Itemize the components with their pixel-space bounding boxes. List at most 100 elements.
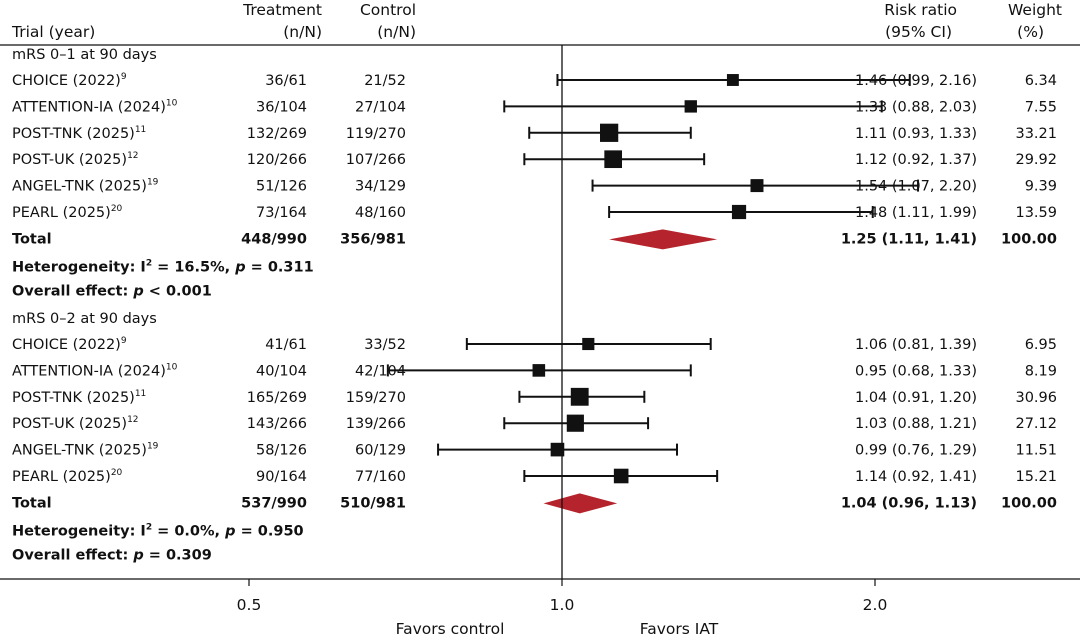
overall-effect-p-value: = 0.309 xyxy=(144,547,212,563)
p-label: p xyxy=(132,547,143,563)
study-row-name: POST-TNK (2025)11 xyxy=(12,125,146,142)
study-treatment: 41/61 xyxy=(265,337,307,353)
study-treatment: 73/164 xyxy=(256,205,307,221)
study-weight: 29.92 xyxy=(1015,152,1057,168)
study-name: POST-TNK (2025) xyxy=(12,126,135,142)
header-treatment-unit: (n/N) xyxy=(283,23,322,41)
study-weight: 6.34 xyxy=(1025,73,1057,89)
study-treatment: 132/269 xyxy=(247,126,307,142)
point-estimate-square xyxy=(550,442,565,457)
section-title: mRS 0–1 at 90 days xyxy=(12,47,157,63)
study-name: POST-UK (2025) xyxy=(12,416,127,432)
study-row-name: ATTENTION-IA (2024)10 xyxy=(12,362,178,379)
study-row-name: ATTENTION-IA (2024)10 xyxy=(12,98,178,115)
study-risk-ratio: 1.48 (1.11, 1.99) xyxy=(855,205,977,221)
study-weight: 7.55 xyxy=(1025,99,1057,115)
study-name: ANGEL-TNK (2025) xyxy=(12,443,147,459)
overall-effect-label: Overall effect: xyxy=(12,547,133,563)
study-treatment: 58/126 xyxy=(256,443,307,459)
study-ref: 11 xyxy=(135,389,146,399)
study-treatment: 51/126 xyxy=(256,179,307,195)
point-estimate-square xyxy=(600,123,619,142)
p-label: p xyxy=(234,259,245,275)
study-risk-ratio: 1.04 (0.91, 1.20) xyxy=(855,390,977,406)
study-control: 139/266 xyxy=(346,416,406,432)
point-estimate-square xyxy=(731,204,747,220)
header-weight: Weight xyxy=(1008,1,1062,19)
study-control: 34/129 xyxy=(355,179,406,195)
total-label: Total xyxy=(12,495,52,511)
x-axis-tick-label: 0.5 xyxy=(237,596,262,614)
study-ref: 11 xyxy=(135,125,146,135)
heterogeneity-p-value: = 0.950 xyxy=(236,523,304,539)
total-risk-ratio: 1.25 (1.11, 1.41) xyxy=(841,231,977,247)
x-axis-tick-label: 2.0 xyxy=(863,596,888,614)
study-risk-ratio: 1.12 (0.92, 1.37) xyxy=(855,152,977,168)
i-squared-value: = 16.5%, xyxy=(152,259,235,275)
point-estimate-square xyxy=(570,387,589,406)
study-weight: 13.59 xyxy=(1015,205,1057,221)
point-estimate-square xyxy=(613,468,629,484)
study-risk-ratio: 1.33 (0.88, 2.03) xyxy=(855,99,977,115)
study-row-name: ANGEL-TNK (2025)19 xyxy=(12,442,159,459)
point-estimate-square xyxy=(684,100,697,113)
study-name: POST-TNK (2025) xyxy=(12,390,135,406)
study-ref: 20 xyxy=(111,468,123,478)
study-risk-ratio: 1.46 (0.99, 2.16) xyxy=(855,73,977,89)
study-row-name: PEARL (2025)20 xyxy=(12,204,123,221)
study-row-name: PEARL (2025)20 xyxy=(12,468,123,485)
favors-control-label: Favors control xyxy=(396,620,505,637)
study-ref: 9 xyxy=(121,72,127,82)
total-treatment: 448/990 xyxy=(241,231,307,247)
header-treatment: Treatment xyxy=(242,1,322,19)
overall-effect-label: Overall effect: xyxy=(12,283,133,299)
point-estimate-square xyxy=(532,364,546,377)
i-squared-sup: 2 xyxy=(146,258,152,268)
point-estimate-square xyxy=(604,150,623,169)
study-control: 77/160 xyxy=(355,469,406,485)
favors-iat-label: Favors IAT xyxy=(640,620,719,637)
study-risk-ratio: 1.06 (0.81, 1.39) xyxy=(855,337,977,353)
study-weight: 8.19 xyxy=(1025,363,1057,379)
study-risk-ratio: 1.03 (0.88, 1.21) xyxy=(855,416,977,432)
study-name: POST-UK (2025) xyxy=(12,152,127,168)
section-title: mRS 0–2 at 90 days xyxy=(12,311,157,327)
total-treatment: 537/990 xyxy=(241,495,307,511)
total-weight: 100.00 xyxy=(1001,495,1057,511)
study-control: 119/270 xyxy=(346,126,406,142)
study-name: PEARL (2025) xyxy=(12,469,111,485)
study-treatment: 143/266 xyxy=(247,416,307,432)
study-control: 159/270 xyxy=(346,390,406,406)
study-name: CHOICE (2022) xyxy=(12,337,121,353)
point-estimate-square xyxy=(726,74,739,86)
study-control: 27/104 xyxy=(355,99,406,115)
study-ref: 19 xyxy=(147,178,159,188)
study-control: 21/52 xyxy=(364,73,406,89)
study-ref: 10 xyxy=(166,362,178,372)
heterogeneity-label: Heterogeneity: I xyxy=(12,523,146,539)
study-risk-ratio: 1.11 (0.93, 1.33) xyxy=(855,126,977,142)
pooled-estimate-diamond xyxy=(609,229,718,250)
study-row-name: POST-UK (2025)12 xyxy=(12,415,139,432)
study-name: ANGEL-TNK (2025) xyxy=(12,179,147,195)
header-weight-unit: (%) xyxy=(1017,23,1044,41)
overall-effect-text: Overall effect: p = 0.309 xyxy=(12,547,212,563)
study-treatment: 120/266 xyxy=(247,152,307,168)
study-name: CHOICE (2022) xyxy=(12,73,121,89)
header-control-unit: (n/N) xyxy=(377,23,416,41)
point-estimate-square xyxy=(582,337,595,351)
study-risk-ratio: 1.14 (0.92, 1.41) xyxy=(855,469,977,485)
heterogeneity-p-value: = 0.311 xyxy=(246,259,314,275)
study-control: 33/52 xyxy=(364,337,406,353)
p-label: p xyxy=(224,523,235,539)
study-weight: 15.21 xyxy=(1015,469,1057,485)
i-squared-value: = 0.0%, xyxy=(152,523,225,539)
study-control: 107/266 xyxy=(346,152,406,168)
study-name: PEARL (2025) xyxy=(12,205,111,221)
total-risk-ratio: 1.04 (0.96, 1.13) xyxy=(841,495,977,511)
study-row-name: ANGEL-TNK (2025)19 xyxy=(12,178,159,195)
study-ref: 20 xyxy=(111,204,123,214)
study-treatment: 165/269 xyxy=(247,390,307,406)
study-control: 60/129 xyxy=(355,443,406,459)
study-ref: 12 xyxy=(127,151,138,161)
